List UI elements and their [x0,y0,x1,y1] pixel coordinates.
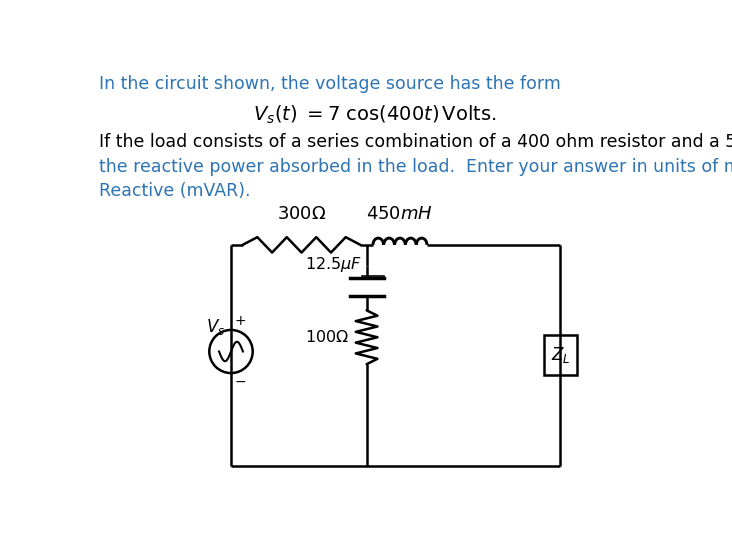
Text: $450mH$: $450mH$ [367,205,433,223]
Text: $V_s$: $V_s$ [206,317,225,337]
Text: the reactive power absorbed in the load.  Enter your answer in units of milli-Vo: the reactive power absorbed in the load.… [100,158,732,176]
Text: $V_s(t)\ =7\ \cos(400t)\,\mathrm{Volts.}$: $V_s(t)\ =7\ \cos(400t)\,\mathrm{Volts.}… [253,104,497,126]
Text: $100\Omega$: $100\Omega$ [305,329,350,345]
Text: Reactive (mVAR).: Reactive (mVAR). [100,183,251,201]
Text: +: + [234,314,246,328]
Text: $Z_L$: $Z_L$ [550,345,570,365]
Text: In the circuit shown, the voltage source has the form: In the circuit shown, the voltage source… [100,75,561,93]
Text: $12.5\mu F$: $12.5\mu F$ [305,255,362,274]
Bar [544,335,577,375]
Text: −: − [234,375,246,389]
Text: $300\Omega$: $300\Omega$ [277,205,326,223]
Text: If the load consists of a series combination of a 400 ohm resistor and a 50μF ca: If the load consists of a series combina… [100,133,732,151]
